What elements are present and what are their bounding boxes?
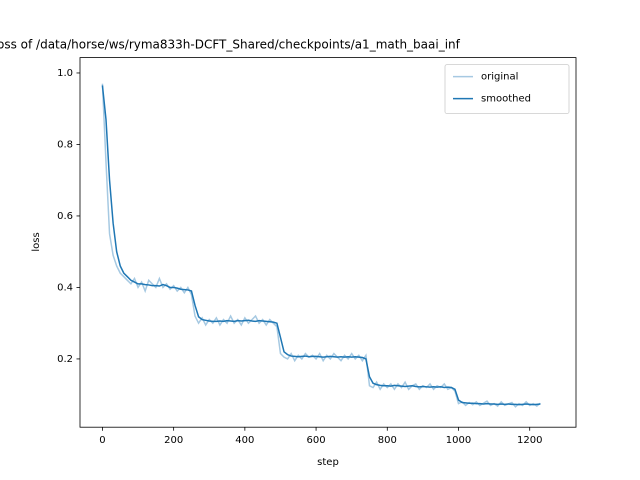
x-tick-label: 1200 [517, 435, 542, 446]
x-tick-label: 200 [164, 435, 183, 446]
x-tick-label: 600 [307, 435, 326, 446]
y-tick-label: 0.4 [57, 282, 73, 293]
y-tick-label: 0.2 [57, 354, 73, 365]
x-tick-label: 400 [235, 435, 254, 446]
x-tick-label: 1000 [446, 435, 471, 446]
y-tick-label: 0.6 [57, 211, 73, 222]
series-line [101, 85, 541, 406]
legend-label: original [481, 72, 518, 83]
plot-frame [79, 57, 577, 428]
x-tick-label: 800 [378, 435, 397, 446]
y-tick-label: 0.8 [57, 139, 73, 150]
x-tick-label: 0 [99, 435, 105, 446]
legend-box [444, 64, 570, 114]
y-tick-label: 1.0 [57, 68, 73, 79]
x-axis-label: step [317, 457, 339, 468]
chart-title: oss of /data/horse/ws/ryma833h-DCFT_Shar… [0, 38, 461, 52]
legend-label: smoothed [481, 94, 531, 105]
y-axis-label: loss [31, 232, 42, 251]
